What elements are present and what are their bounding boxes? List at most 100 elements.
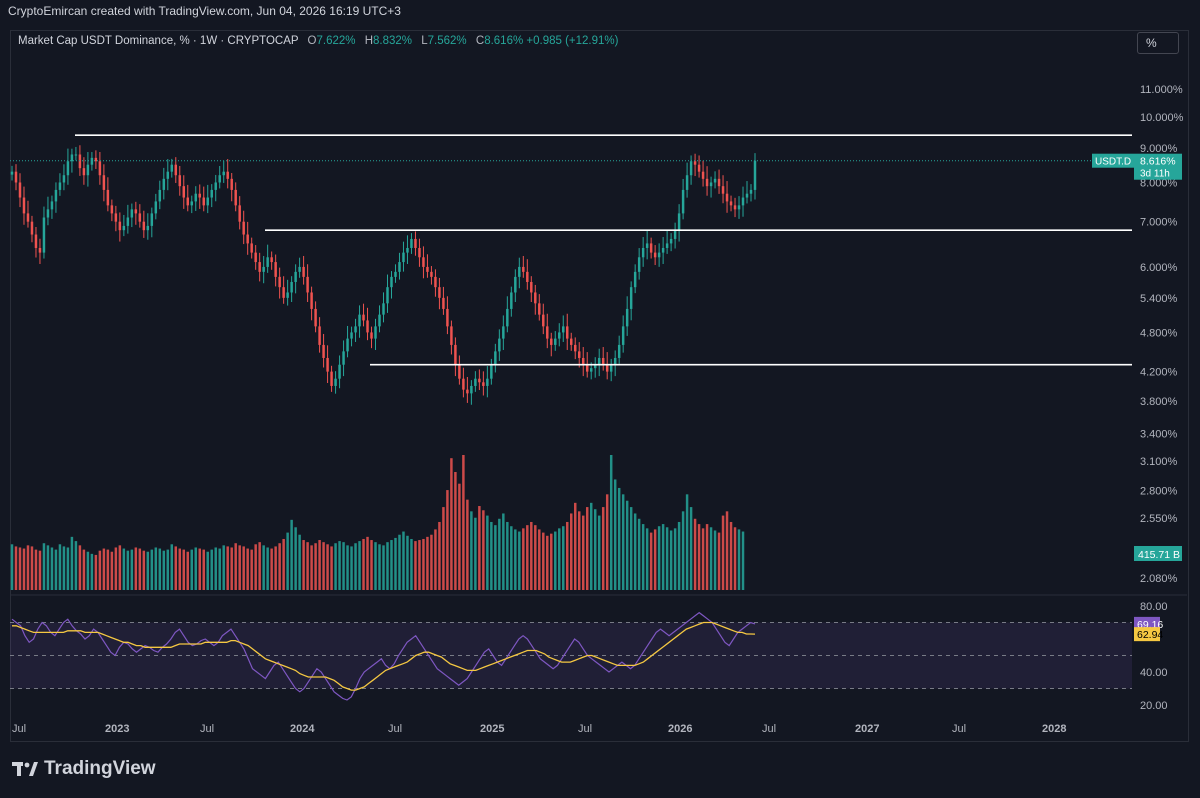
candle-body bbox=[629, 287, 633, 309]
candle-body bbox=[554, 338, 557, 345]
candle-body bbox=[22, 197, 26, 214]
candle-body bbox=[645, 243, 649, 248]
candle-body bbox=[733, 205, 737, 210]
candle-body bbox=[226, 171, 229, 179]
volume-bar bbox=[350, 546, 353, 590]
volume-bar bbox=[202, 549, 205, 590]
volume-bar bbox=[222, 545, 225, 590]
volume-bar bbox=[366, 536, 369, 590]
candle-body bbox=[749, 189, 753, 194]
candle-body bbox=[74, 154, 78, 156]
volume-bar bbox=[82, 549, 86, 590]
volume-bar bbox=[717, 532, 721, 590]
volume-bar bbox=[302, 540, 305, 590]
candle-body bbox=[394, 271, 397, 277]
candle-body bbox=[14, 171, 18, 183]
candle-body bbox=[298, 266, 301, 272]
symbol-tag: USDT.D bbox=[1095, 157, 1131, 168]
volume-bar bbox=[178, 548, 182, 590]
candle-body bbox=[693, 161, 697, 165]
volume-bar bbox=[526, 525, 529, 590]
volume-bar bbox=[574, 502, 577, 590]
volume-bar bbox=[597, 515, 601, 590]
percent-scale-button[interactable]: % bbox=[1137, 32, 1179, 54]
volume-bar bbox=[322, 542, 325, 590]
volume-bar bbox=[78, 545, 82, 590]
open-label: O bbox=[307, 35, 317, 47]
volume-bar bbox=[546, 535, 549, 590]
candle-body bbox=[194, 193, 197, 202]
volume-bar bbox=[402, 531, 405, 590]
volume-bar bbox=[629, 507, 633, 590]
volume-bar bbox=[90, 553, 94, 590]
volume-bar bbox=[657, 526, 661, 590]
volume-bar bbox=[158, 548, 162, 590]
volume-bar bbox=[613, 479, 617, 590]
volume-bar bbox=[138, 548, 142, 590]
last-price-tag-bg bbox=[1134, 153, 1182, 180]
tradingview-brand[interactable]: TradingView bbox=[12, 758, 156, 780]
candle-body bbox=[206, 197, 209, 206]
volume-bar bbox=[669, 530, 673, 590]
volume-bar bbox=[166, 549, 170, 590]
candle-body bbox=[486, 378, 489, 386]
volume-bar bbox=[530, 521, 533, 590]
candle-body bbox=[242, 221, 245, 235]
rsi-ma-tag-bg bbox=[1134, 627, 1160, 642]
candle-body bbox=[302, 266, 305, 277]
volume-bar bbox=[338, 541, 341, 590]
chart-pane[interactable] bbox=[10, 30, 1189, 742]
volume-bar bbox=[386, 542, 389, 590]
candle-body bbox=[562, 326, 565, 333]
price-tick-label: 4.200% bbox=[1140, 367, 1178, 379]
volume-bar bbox=[94, 554, 98, 590]
candle-body bbox=[550, 338, 553, 345]
volume-bar bbox=[362, 538, 365, 590]
candle-body bbox=[689, 161, 693, 176]
candle-body bbox=[613, 357, 617, 365]
candle-body bbox=[34, 234, 38, 248]
candle-body bbox=[358, 314, 361, 327]
volume-bar bbox=[462, 455, 465, 590]
candle-body bbox=[102, 175, 106, 190]
candle-body bbox=[713, 178, 717, 183]
candle-body bbox=[538, 303, 541, 315]
candle-body bbox=[510, 292, 513, 309]
candle-body bbox=[46, 209, 50, 218]
candle-body bbox=[657, 252, 661, 258]
volume-bar bbox=[382, 545, 385, 590]
candle-body bbox=[745, 193, 749, 198]
candle-body bbox=[450, 326, 453, 345]
candle-body bbox=[442, 297, 445, 309]
volume-bar bbox=[226, 546, 229, 590]
change-value: +0.985 (+12.91%) bbox=[526, 35, 619, 47]
candle-body bbox=[446, 308, 449, 327]
candle-body bbox=[649, 243, 653, 253]
volume-bar bbox=[625, 500, 629, 590]
volume-bar bbox=[693, 518, 697, 590]
price-tick-label: 7.000% bbox=[1140, 217, 1178, 229]
volume-bar bbox=[342, 542, 345, 590]
candle-body bbox=[366, 320, 369, 333]
time-axis-label: 2026 bbox=[668, 723, 692, 735]
volume-bar bbox=[486, 515, 489, 590]
candle-body bbox=[605, 364, 609, 372]
volume-bar bbox=[346, 545, 349, 590]
candle-body bbox=[30, 221, 34, 235]
volume-bar bbox=[550, 533, 553, 590]
volume-bar bbox=[510, 526, 513, 590]
candle-body bbox=[637, 257, 641, 272]
price-tick-label: 6.000% bbox=[1140, 262, 1178, 274]
volume-bar bbox=[685, 494, 689, 590]
candle-body bbox=[378, 314, 381, 327]
volume-bar bbox=[697, 524, 701, 590]
candle-body bbox=[546, 326, 549, 339]
volume-bar bbox=[282, 538, 285, 590]
candle-body bbox=[454, 344, 457, 365]
candle-body bbox=[54, 189, 58, 202]
time-axis-label: Jul bbox=[12, 723, 26, 735]
volume-bar bbox=[286, 532, 289, 590]
volume-tag-bg bbox=[1134, 546, 1182, 561]
candle-body bbox=[470, 385, 473, 394]
